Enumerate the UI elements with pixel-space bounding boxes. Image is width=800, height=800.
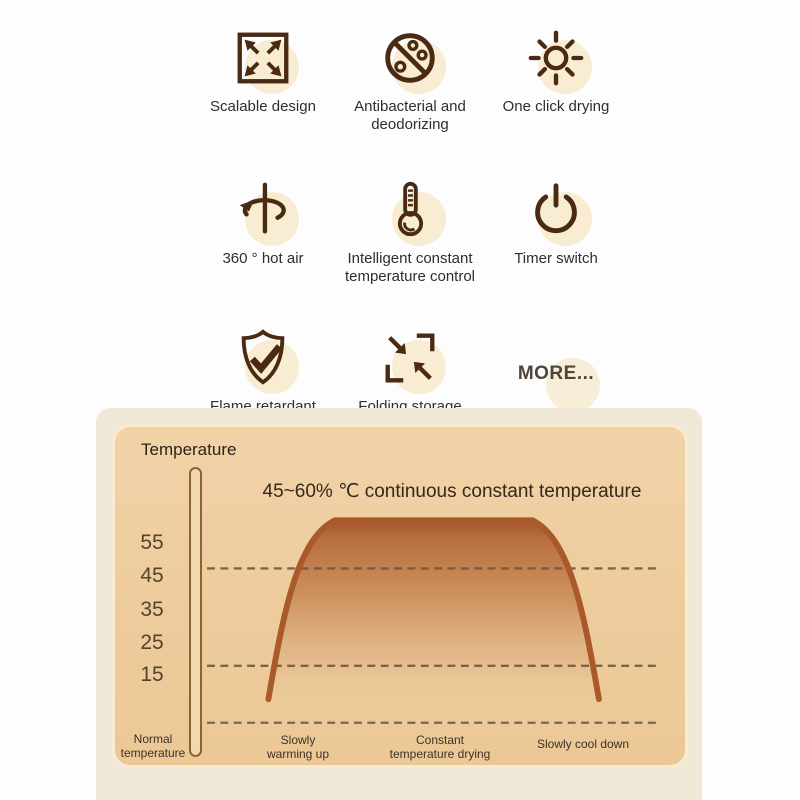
feature-360-hot-air: 360 ° hot air — [183, 176, 343, 268]
expand-icon — [183, 24, 343, 94]
temperature-curve-fill — [268, 520, 599, 700]
fold-arrows-icon — [330, 324, 490, 394]
ytick-55: 55 — [140, 531, 164, 554]
feature-constant-temperature: Intelligent constant temperature control — [330, 176, 490, 286]
dashed-gridlines — [207, 567, 658, 724]
feature-scalable-design: Scalable design — [183, 24, 343, 116]
feature-label: Antibacterial and deodorizing — [354, 98, 466, 133]
ytick-15: 15 — [140, 663, 164, 686]
ytick-25: 25 — [140, 631, 164, 654]
phase-normal-temperature: Normal temperature — [120, 732, 186, 760]
temperature-curve-plot — [207, 517, 658, 724]
feature-antibacterial: Antibacterial and deodorizing — [330, 24, 490, 134]
y-axis-title: Temperature — [141, 440, 237, 459]
more-features: MORE... — [476, 324, 636, 424]
ytick-35: 35 — [140, 598, 164, 621]
shield-check-icon — [183, 324, 343, 394]
feature-label: Timer switch — [514, 250, 598, 267]
power-icon — [476, 176, 636, 246]
thermometer-icon — [330, 176, 490, 246]
feature-label: 360 ° hot air — [222, 250, 304, 267]
feature-label: One click drying — [502, 98, 610, 115]
phase-slowly-warming-up: Slowly warming up — [266, 733, 330, 761]
feature-timer-switch: Timer switch — [476, 176, 636, 268]
feature-folding-storage: Folding storage — [330, 324, 490, 416]
ytick-45: 45 — [140, 564, 164, 587]
more-label: MORE... — [517, 363, 595, 384]
phase-constant-temperature-drying: Constant temperature drying — [389, 733, 491, 761]
chart-panel: Temperature 55 45 35 25 15 45~60% ℃ cont… — [96, 408, 702, 800]
feature-label: Scalable design — [210, 98, 316, 115]
temperature-axis-tube — [189, 467, 202, 757]
phase-slowly-cool-down: Slowly cool down — [536, 737, 630, 751]
feature-one-click-drying: One click drying — [476, 24, 636, 116]
feature-flame-retardant: Flame retardant — [183, 324, 343, 416]
chart-title: 45~60% ℃ continuous constant temperature — [262, 481, 642, 502]
feature-label: Intelligent constant temperature control — [344, 250, 476, 285]
sun-icon — [476, 24, 636, 94]
no-bacteria-icon — [330, 24, 490, 94]
rotate-360-icon — [183, 176, 343, 246]
temperature-chart-card: Temperature 55 45 35 25 15 45~60% ℃ cont… — [112, 424, 688, 768]
temperature-curve-stroke — [265, 517, 602, 703]
